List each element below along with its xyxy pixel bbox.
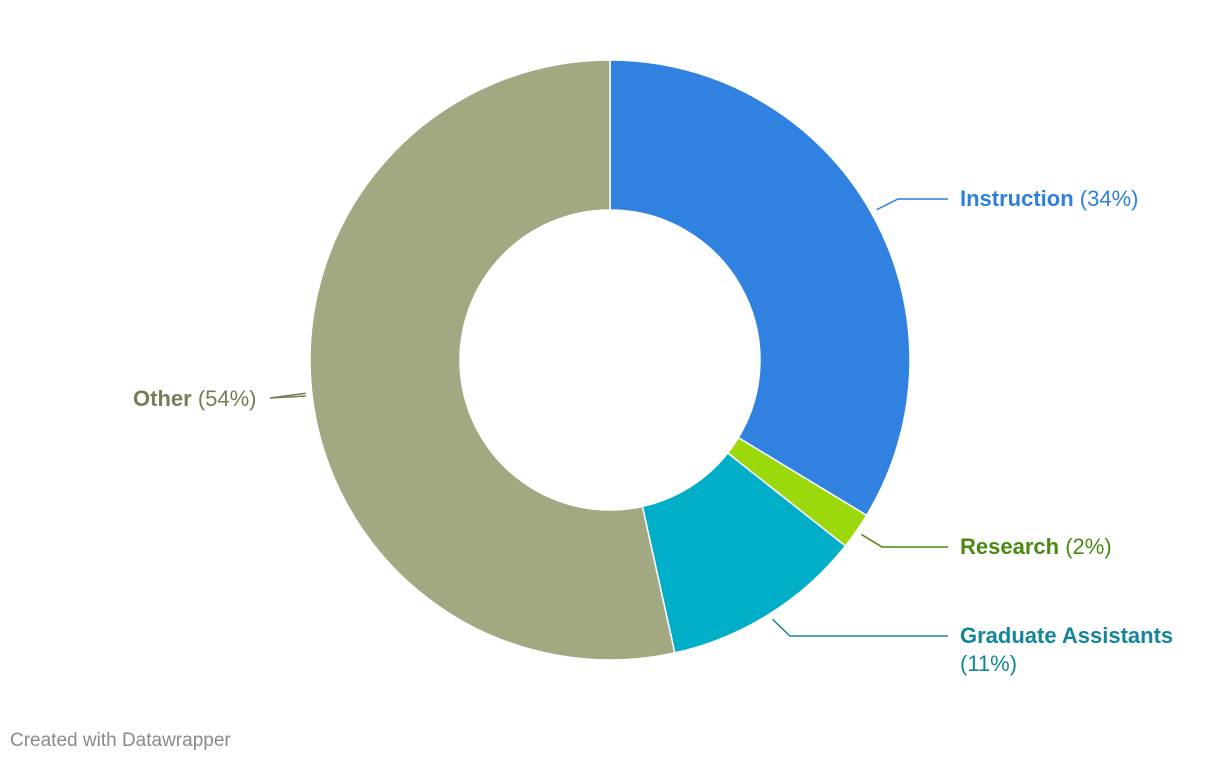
slice-percent: (54%) [197,386,257,411]
slice-name: Research [960,534,1060,559]
slice-name: Other [133,386,192,411]
slice-name: Instruction [960,186,1074,211]
slice-label-other: Other (54%) [133,385,257,413]
slice-name: Graduate Assistants [960,623,1174,648]
slice-percent: (34%) [1079,186,1139,211]
slice-percent: (2%) [1065,534,1112,559]
slice-label-instruction: Instruction (34%) [960,185,1138,213]
slice-label-graduate-assistants: Graduate Assistants (11%) [960,622,1173,678]
donut-slices [309,59,911,661]
slice-label-research: Research (2%) [960,533,1112,561]
leader-line-instruction [876,198,948,211]
slice-other [309,59,676,661]
slice-percent: (11%) [960,651,1018,676]
footer-credit: Created with Datawrapper [10,730,231,751]
label-leader-lines [269,198,948,637]
leader-line-research [861,533,948,548]
leader-line-other [269,392,307,399]
leader-line-graduate-assistants [771,618,948,637]
slice-instruction [609,59,911,517]
